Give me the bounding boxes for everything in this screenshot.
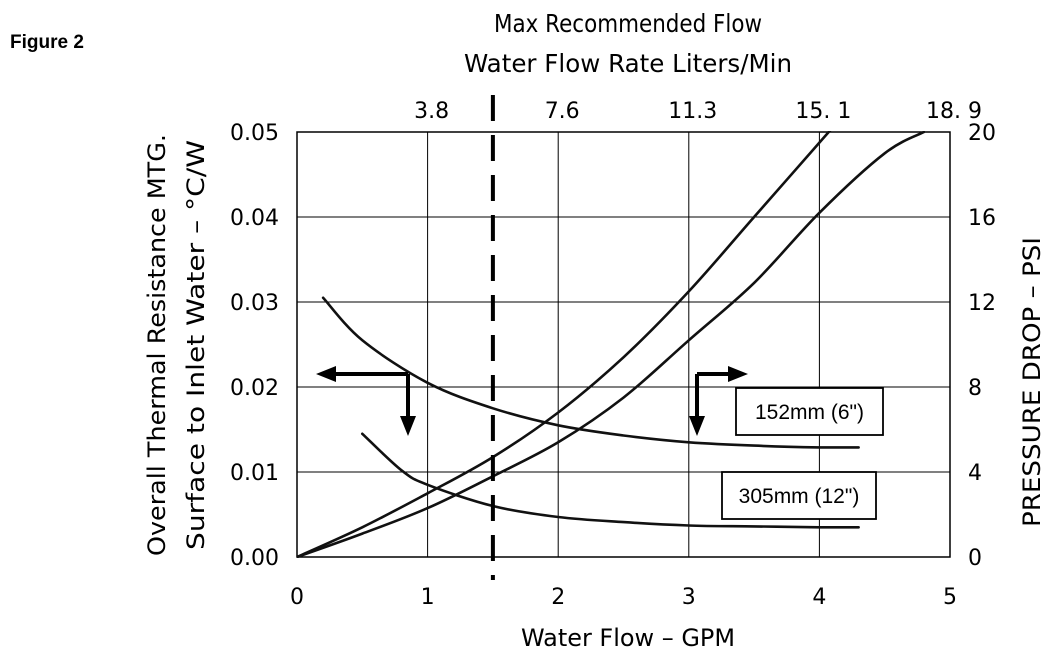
x-tick-label: 4 [812, 585, 826, 610]
series-callout-label: 152mm (6") [755, 401, 864, 424]
x-tick-label: 2 [551, 585, 565, 610]
top-tick-label: 15. 1 [795, 99, 851, 124]
top-tick-label: 3.8 [414, 99, 449, 124]
left-axis-arrow-shaft [332, 372, 410, 418]
y-left-tick-label: 0.03 [230, 291, 279, 316]
y-right-tick-label: 16 [968, 206, 996, 231]
y-right-tick-label: 4 [968, 461, 982, 486]
right-axis-arrowhead-down [689, 416, 705, 436]
series-callout-label: 305mm (12") [739, 485, 860, 508]
grid [296, 131, 951, 558]
tick-labels: 0 1 2 3 4 50.000.010.020.030.040.050481216203… [230, 99, 996, 610]
y-left-axis-title-line1: Overall Thermal Resistance MTG. [143, 134, 171, 556]
figure-label: Figure 2 [10, 32, 84, 53]
series-callout-box [735, 387, 884, 436]
x-tick-label: 0 [290, 585, 304, 610]
y-left-tick-label: 0.02 [230, 376, 279, 401]
y-left-tick-label: 0.05 [230, 121, 279, 146]
y-left-tick-label: 0.01 [230, 461, 279, 486]
right-axis-arrow-shaft [695, 372, 730, 418]
y-right-axis-title: PRESSURE DROP – PSI [1018, 237, 1045, 527]
right-axis-arrowhead-right [728, 366, 748, 382]
series-line-right [297, 131, 926, 558]
top-axis-title: Water Flow Rate Liters/Min [464, 49, 792, 78]
chart-title: Max Recommended Flow [494, 9, 762, 38]
series-line-left [361, 432, 860, 529]
left-axis-arrowhead-down [400, 416, 416, 436]
y-left-axis-title-line2: Surface to Inlet Water – °C/W [182, 140, 210, 550]
series-line-left [321, 296, 860, 449]
top-tick-label: 7.6 [545, 99, 580, 124]
y-left-tick-label: 0.04 [230, 206, 279, 231]
y-left-tick-label: 0.00 [230, 546, 279, 571]
x-tick-label: 5 [943, 585, 957, 610]
left-axis-arrowhead-left [316, 366, 336, 382]
top-tick-label: 18. 9 [926, 99, 982, 124]
x-axis-title: Water Flow – GPM [521, 624, 735, 652]
y-right-tick-label: 0 [968, 546, 982, 571]
x-tick-label: 3 [682, 585, 696, 610]
y-right-tick-label: 8 [968, 376, 982, 401]
y-right-tick-label: 20 [968, 121, 996, 146]
curves [297, 131, 926, 558]
y-right-tick-label: 12 [968, 291, 996, 316]
series-callout-box [721, 471, 877, 520]
x-tick-label: 1 [421, 585, 435, 610]
plot-frame [296, 131, 951, 558]
top-tick-label: 11.3 [668, 99, 717, 124]
annotations: 152mm (6") 305mm (12") [316, 95, 884, 580]
series-line-right [297, 131, 832, 558]
